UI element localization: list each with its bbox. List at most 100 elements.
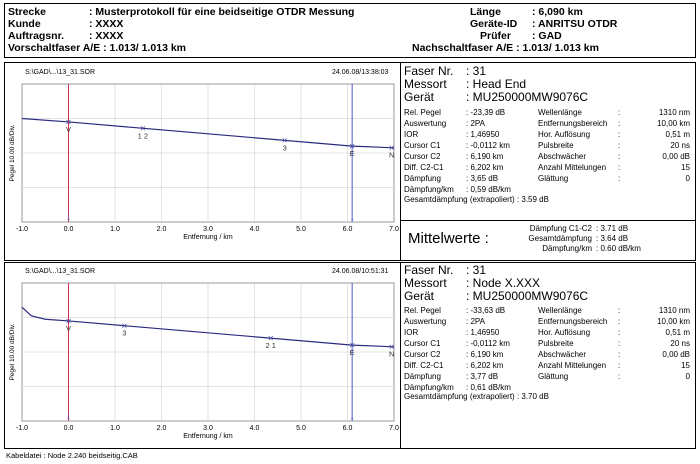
param-colon: : — [618, 174, 621, 183]
param-key: Glättung — [538, 372, 569, 381]
x-axis-label: Entfernung / km — [183, 433, 233, 440]
param-key: Abschwächer — [538, 152, 587, 161]
mittelwerte-value: : 3.64 dB — [596, 234, 629, 243]
param-value: : 1,46950 — [466, 130, 500, 139]
param-value: 1310 nm — [658, 108, 690, 117]
x-tick-label: 5.0 — [296, 226, 306, 233]
param-colon: : — [618, 361, 621, 370]
param-colon: : — [618, 339, 621, 348]
mittelwerte-key: Gesamtdämpfung — [528, 234, 592, 243]
mittelwerte-key: Dämpfung/km — [542, 244, 592, 253]
param-colon: : — [618, 306, 621, 315]
mittelwerte-rows: Dämpfung C1-C2 : 3.71 dB Gesamtdämpfung : 3… — [520, 224, 641, 254]
messort-label-2: Messort — [404, 276, 447, 290]
mittelwerte-row: Gesamtdämpfung : 3.64 dB — [520, 234, 641, 244]
param-row: Anzahl Mittelungen: 15 — [538, 163, 690, 174]
param-key: Anzahl Mittelungen — [538, 361, 607, 370]
geraet-value-2: : MU250000MW9076C — [466, 289, 589, 303]
param-value: : 3,77 dB — [466, 372, 499, 381]
event-label: V — [66, 125, 71, 134]
geraete-value: : ANRITSU OTDR — [532, 18, 618, 30]
param-colon: : — [618, 163, 621, 172]
param-row: Dämpfung : 3,65 dB — [404, 174, 498, 185]
laenge-label: Länge — [470, 6, 501, 18]
param-value: : 3,65 dB — [466, 174, 499, 183]
x-tick-label: 3.0 — [203, 226, 213, 233]
mittelwerte-row: Dämpfung C1-C2 : 3.71 dB — [520, 224, 641, 234]
param-row: Cursor C2: 6,190 km — [404, 152, 503, 163]
param-row: Pulsbreite: 20 ns — [538, 339, 690, 350]
param-key: Pulsbreite — [538, 141, 574, 150]
x-tick-label: 7.0 — [389, 226, 399, 233]
param-value: 0,00 dB — [662, 152, 690, 161]
otdr-trace-chart-1: ↓ ↓ V 1 2 3 E N -1.0 0.0 1.0 2.0 3.0 4.0 5.0 6.0 7.0 Ent… — [9, 83, 399, 241]
param-row: Cursor C1: -0,0112 km — [404, 339, 510, 350]
strecke-value: : Musterprotokoll für eine beidseitige O… — [89, 6, 355, 18]
timestamp-2: 24.06.08/10:51:31 — [332, 268, 389, 275]
event-marker — [66, 119, 71, 125]
cursor-arrow: ↓ — [350, 212, 355, 223]
x-tick-label: 6.0 — [343, 425, 353, 432]
x-tick-label: 0.0 — [64, 425, 74, 432]
param-value: : 0,59 dB/km — [466, 185, 511, 194]
event-label: 1 2 — [138, 131, 148, 140]
trace-line — [21, 306, 395, 348]
x-tick-label: 3.0 — [203, 425, 213, 432]
param-value: 1310 nm — [658, 306, 690, 315]
params-right-2: Wellenlänge: 1310 nm Entfernungsbereich: 10… — [538, 306, 690, 383]
messort-value-2: : Node X.XXX — [466, 276, 541, 290]
x-tick-label: 2.0 — [157, 425, 167, 432]
param-colon: : — [618, 328, 621, 337]
param-value: 15 — [681, 163, 690, 172]
event-label: E — [350, 348, 355, 357]
gesamt-1: Gesamtdämpfung (extrapoliert) : 3.59 dB — [404, 195, 549, 204]
event-marker — [282, 138, 287, 143]
param-key: Dämpfung/km — [404, 383, 454, 392]
param-value: : 6,202 km — [466, 361, 504, 370]
messort-label-1: Messort — [404, 77, 447, 91]
param-value: : -0,0112 km — [466, 141, 510, 150]
messort-value-1: : Head End — [466, 77, 527, 91]
param-value: : 2PA — [466, 119, 485, 128]
param-key: Glättung — [538, 174, 569, 183]
x-tick-label: -1.0 — [16, 226, 28, 233]
event-marker — [389, 145, 394, 150]
event-marker — [349, 143, 355, 149]
param-row: Hor. Auflösung: 0,51 m — [538, 130, 690, 141]
param-colon: : — [618, 372, 621, 381]
param-value: 20 ns — [670, 339, 690, 348]
param-row: Auswertung: 2PA — [404, 119, 485, 130]
param-row: Wellenlänge: 1310 nm — [538, 108, 690, 119]
cursor-arrow: ↓ — [66, 212, 71, 223]
faser-label-1: Faser Nr. — [404, 64, 454, 78]
y-axis-label: Pegel 10.00 dB/Div. — [9, 323, 16, 380]
file-name-1: S:\GAD\...\13_31.SOR — [25, 69, 96, 76]
param-key: Anzahl Mittelungen — [538, 163, 607, 172]
mittelwerte-key: Dämpfung C1-C2 — [529, 224, 592, 233]
x-tick-label: 4.0 — [250, 425, 260, 432]
param-key: Dämpfung — [404, 174, 441, 183]
param-row: Diff. C2-C1: 6,202 km — [404, 361, 503, 372]
param-key: Abschwächer — [538, 350, 587, 359]
params-left-2: Rel. Pegel: -33,63 dB Auswertung: 2PA IOR:… — [404, 306, 511, 394]
param-row: Auswertung: 2PA — [404, 317, 485, 328]
param-row: Abschwächer: 0,00 dB — [538, 350, 690, 361]
event-label: 2 1 — [266, 341, 276, 350]
trace-line — [21, 117, 395, 149]
param-key: Diff. C2-C1 — [404, 163, 444, 172]
param-row: Anzahl Mittelungen: 15 — [538, 361, 690, 372]
strecke-label: Strecke — [8, 6, 46, 18]
gesamt-2: Gesamtdämpfung (extrapoliert) : 3.70 dB — [404, 392, 549, 401]
param-row: Dämpfung/km: 0,59 dB/km — [404, 185, 511, 196]
param-row: Diff. C2-C1 : 6,202 km — [404, 163, 503, 174]
param-value: 20 ns — [670, 141, 690, 150]
param-key: Wellenlänge — [538, 306, 582, 315]
faser-label-2: Faser Nr. — [404, 263, 454, 277]
param-row: Dämpfung: 3,77 dB — [404, 372, 498, 383]
auftrag-value: : XXXX — [89, 30, 124, 42]
mittelwerte-value: : 3.71 dB — [596, 224, 629, 233]
param-value: 0 — [685, 372, 690, 381]
param-value: : -23,39 dB — [466, 108, 506, 117]
param-key: Cursor C1 — [404, 339, 441, 348]
param-value: : 6,202 km — [466, 163, 504, 172]
